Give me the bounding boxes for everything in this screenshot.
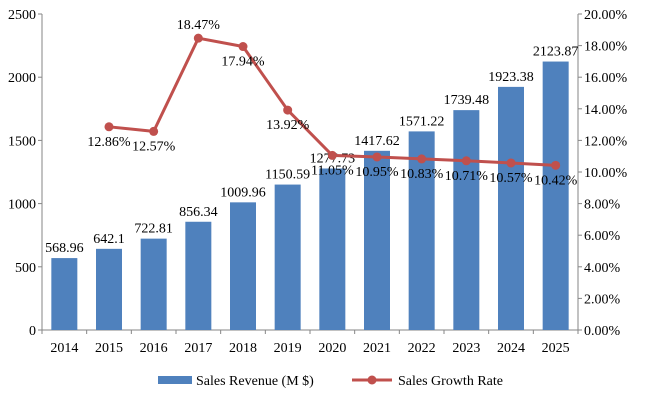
growth-point-2021 bbox=[372, 152, 382, 162]
bar-2025 bbox=[542, 61, 569, 330]
legend-line-label: Sales Growth Rate bbox=[398, 374, 503, 389]
left-tick-label: 2500 bbox=[8, 8, 36, 23]
left-tick-label: 1000 bbox=[8, 198, 36, 213]
left-tick-label: 500 bbox=[15, 261, 36, 276]
x-tick-label: 2020 bbox=[318, 341, 346, 356]
legend-bar-label: Sales Revenue (M $) bbox=[196, 374, 314, 389]
bar-data-label: 1009.96 bbox=[220, 185, 266, 200]
bar-2014 bbox=[51, 258, 78, 330]
growth-point-2020 bbox=[327, 150, 337, 160]
x-tick-label: 2022 bbox=[408, 341, 436, 356]
line-data-label: 11.05% bbox=[311, 163, 354, 178]
bar-data-label: 2123.87 bbox=[533, 45, 579, 60]
growth-point-2017 bbox=[193, 33, 203, 43]
bar-2018 bbox=[230, 202, 256, 330]
left-tick-label: 2000 bbox=[8, 71, 36, 86]
line-data-label: 12.86% bbox=[87, 135, 131, 150]
bar-2015 bbox=[96, 248, 122, 330]
x-tick-label: 2023 bbox=[452, 341, 480, 356]
bar-data-label: 722.81 bbox=[134, 222, 173, 237]
right-tick-label: 0.00% bbox=[584, 324, 621, 339]
bar-data-label: 1571.22 bbox=[399, 114, 445, 129]
growth-point-2024 bbox=[506, 158, 516, 168]
line-data-label: 10.71% bbox=[445, 169, 489, 184]
line-data-label: 18.47% bbox=[177, 18, 221, 33]
bar-2019 bbox=[274, 184, 301, 330]
line-data-label: 17.94% bbox=[221, 55, 265, 70]
bar-data-label: 642.1 bbox=[93, 232, 125, 247]
right-tick-label: 12.00% bbox=[584, 134, 628, 149]
x-tick-label: 2019 bbox=[274, 341, 302, 356]
x-tick-label: 2018 bbox=[229, 341, 257, 356]
legend-bar-swatch bbox=[158, 376, 192, 384]
left-tick-label: 0 bbox=[29, 324, 36, 339]
right-tick-label: 16.00% bbox=[584, 71, 628, 86]
growth-point-2025 bbox=[551, 160, 561, 170]
growth-point-2015 bbox=[104, 122, 114, 132]
x-tick-label: 2025 bbox=[542, 341, 570, 356]
bar-data-label: 1150.59 bbox=[265, 168, 310, 183]
x-tick-label: 2015 bbox=[95, 341, 123, 356]
right-tick-label: 14.00% bbox=[584, 103, 628, 118]
growth-point-2019 bbox=[283, 105, 293, 115]
bar-data-label: 1417.62 bbox=[354, 134, 400, 149]
x-tick-label: 2014 bbox=[50, 341, 78, 356]
legend-line-marker bbox=[367, 375, 377, 385]
growth-point-2022 bbox=[417, 154, 427, 164]
bar-2016 bbox=[140, 238, 167, 330]
growth-point-2016 bbox=[149, 126, 159, 136]
bar-data-label: 1739.48 bbox=[444, 93, 490, 108]
bar-2020 bbox=[319, 168, 346, 330]
bar-2017 bbox=[185, 221, 212, 330]
line-data-label: 10.57% bbox=[489, 171, 533, 186]
bar-data-label: 568.96 bbox=[45, 241, 84, 256]
right-tick-label: 2.00% bbox=[584, 292, 621, 307]
bar-2021 bbox=[364, 150, 390, 330]
x-tick-label: 2021 bbox=[363, 341, 391, 356]
line-data-label: 10.83% bbox=[400, 167, 444, 182]
bar-2024 bbox=[498, 86, 524, 330]
bar-data-label: 856.34 bbox=[179, 205, 218, 220]
growth-point-2018 bbox=[238, 42, 248, 52]
right-tick-label: 4.00% bbox=[584, 261, 621, 276]
line-data-label: 13.92% bbox=[266, 118, 310, 133]
x-tick-label: 2016 bbox=[140, 341, 168, 356]
left-tick-label: 1500 bbox=[8, 134, 36, 149]
line-data-label: 10.95% bbox=[355, 165, 399, 180]
line-data-label: 10.42% bbox=[534, 173, 578, 188]
bar-2023 bbox=[453, 110, 480, 330]
right-tick-label: 18.00% bbox=[584, 40, 628, 55]
right-tick-label: 6.00% bbox=[584, 229, 621, 244]
right-tick-label: 8.00% bbox=[584, 198, 621, 213]
line-data-label: 12.57% bbox=[132, 139, 176, 154]
growth-point-2023 bbox=[461, 156, 471, 166]
bar-2022 bbox=[408, 131, 435, 330]
bar-data-label: 1923.38 bbox=[488, 70, 534, 85]
x-tick-label: 2024 bbox=[497, 341, 525, 356]
right-tick-label: 20.00% bbox=[584, 8, 628, 23]
right-tick-label: 10.00% bbox=[584, 166, 628, 181]
x-tick-label: 2017 bbox=[184, 341, 212, 356]
